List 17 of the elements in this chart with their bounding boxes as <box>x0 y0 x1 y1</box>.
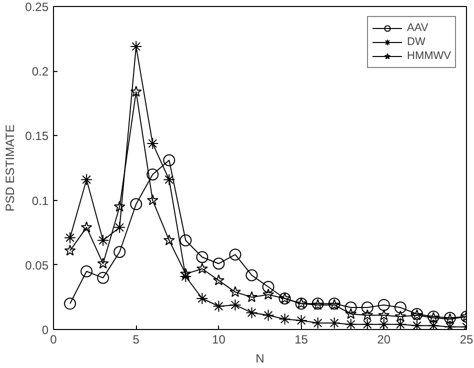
x-tick-label: 20 <box>377 332 391 346</box>
x-axis-title: N <box>256 352 264 366</box>
legend-label: AAV <box>407 21 428 35</box>
y-tick-label: 0.15 <box>25 129 49 144</box>
y-tick-label: 0 <box>42 323 49 337</box>
y-tick-label: 0.1 <box>32 194 49 208</box>
y-tick-label: 0.05 <box>25 258 49 272</box>
x-tick-label: 0 <box>50 332 58 346</box>
legend-label: HMMWV <box>407 49 451 63</box>
y-tick-label: 0.25 <box>25 0 49 14</box>
x-tick-label: 10 <box>212 332 226 346</box>
x-tick-label: 25 <box>460 332 474 346</box>
y-tick-label: 0.2 <box>32 64 49 79</box>
x-tick-label: 15 <box>294 332 308 346</box>
legend-label: DW <box>407 35 426 49</box>
y-axis-title: PSD ESTIMATE <box>3 124 18 212</box>
x-tick-label: 5 <box>132 332 140 346</box>
